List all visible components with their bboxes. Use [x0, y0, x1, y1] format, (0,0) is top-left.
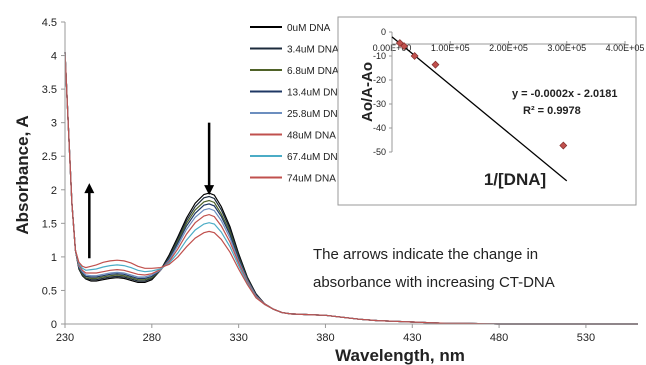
y-tick-label: 4.5: [42, 17, 57, 29]
y-tick-label: 3: [51, 118, 57, 130]
inset-points: [395, 39, 568, 150]
inset-x-tick-label: 4.00E+05: [606, 43, 645, 53]
y-axis-title: Absorbance, A: [13, 115, 32, 234]
annotation-line-2: absorbance with increasing CT-DNA: [313, 274, 555, 291]
y-tick-label: 2.5: [42, 151, 57, 163]
r-squared: R² = 0.9978: [523, 105, 581, 117]
change-arrowhead-2: [204, 185, 215, 196]
y-tick-label: 1.5: [42, 218, 57, 230]
change-arrows: [84, 122, 215, 259]
legend: 0uM DNA 3.4uM DNA 6.8uM DNA 13.4uM DNA 25.8u…: [250, 23, 345, 185]
data-point: [395, 39, 404, 47]
annotation-line-1: The arrows indicate the change in: [313, 246, 538, 263]
data-point: [431, 60, 440, 69]
y-tick-label: 0.5: [42, 285, 57, 297]
inset-y-tick-label: -30: [373, 99, 386, 109]
y-ticks: 0 0.5 1 1.5 2 2.5 3 3.5 4 4.5: [42, 17, 65, 331]
trendline-equation: y = -0.0002x - 2.0181: [512, 88, 618, 100]
inset-y-tick-label: 0: [381, 27, 386, 37]
change-arrowhead-1: [84, 183, 95, 194]
x-tick-label: 280: [143, 332, 161, 344]
legend-label: 6.8uM DNA: [287, 66, 339, 77]
legend-label: 13.4uM DNA: [287, 88, 345, 99]
x-tick-label: 530: [577, 332, 595, 344]
inset-x-tick-label: 3.00E+05: [547, 43, 586, 53]
main-plot: 0 0.5 1 1.5 2 2.5 3 3.5 4 4.5 230 280 330 380 430 480 5…: [13, 17, 638, 365]
spectra-series: [64, 52, 638, 325]
y-tick-label: 1: [51, 252, 57, 264]
inset-x-tick-label: 2.00E+05: [489, 43, 528, 53]
legend-label: 3.4uM DNA: [287, 45, 339, 56]
inset-plot: 0-10-20-30-40-50 0.00E+00 1.00E+05 2.00E+0…: [337, 16, 645, 206]
x-tick-label: 380: [316, 332, 334, 344]
x-ticks: 230 280 330 380 430 480 530: [56, 324, 595, 344]
inset-frame: [337, 16, 637, 206]
y-tick-label: 0: [51, 319, 57, 331]
inset-y-tick-label: -50: [373, 147, 386, 157]
y-tick-label: 2: [51, 185, 57, 197]
data-point: [410, 52, 419, 60]
x-axis-title: Wavelength, nm: [335, 346, 465, 365]
trendline: [391, 36, 568, 182]
inset-y-tick-label: -20: [373, 75, 386, 85]
y-tick-label: 4: [51, 51, 57, 63]
x-tick-label: 230: [56, 332, 74, 344]
data-point: [400, 42, 409, 51]
inset-y-axis-title: Ao/A-Ao: [359, 62, 376, 122]
legend-label: 25.8uM DNA: [287, 109, 345, 120]
y-tick-label: 3.5: [42, 84, 57, 96]
legend-label: 74uM DNA: [287, 174, 336, 185]
legend-label: 48uM DNA: [287, 131, 336, 142]
trendline-line: [391, 36, 568, 182]
inset-y-tick-label: -10: [373, 51, 386, 61]
x-tick-label: 430: [403, 332, 421, 344]
legend-label: 67.4uM DNA: [287, 152, 345, 163]
data-point: [559, 141, 568, 150]
inset-x-tick-label: 1.00E+05: [431, 43, 470, 53]
legend-label: 0uM DNA: [287, 23, 331, 34]
inset-x-axis-title: 1/[DNA]: [484, 170, 546, 189]
x-tick-label: 330: [229, 332, 247, 344]
x-tick-label: 480: [490, 332, 508, 344]
inset-y-tick-label: -40: [373, 123, 386, 133]
series-line-8: [64, 52, 638, 325]
